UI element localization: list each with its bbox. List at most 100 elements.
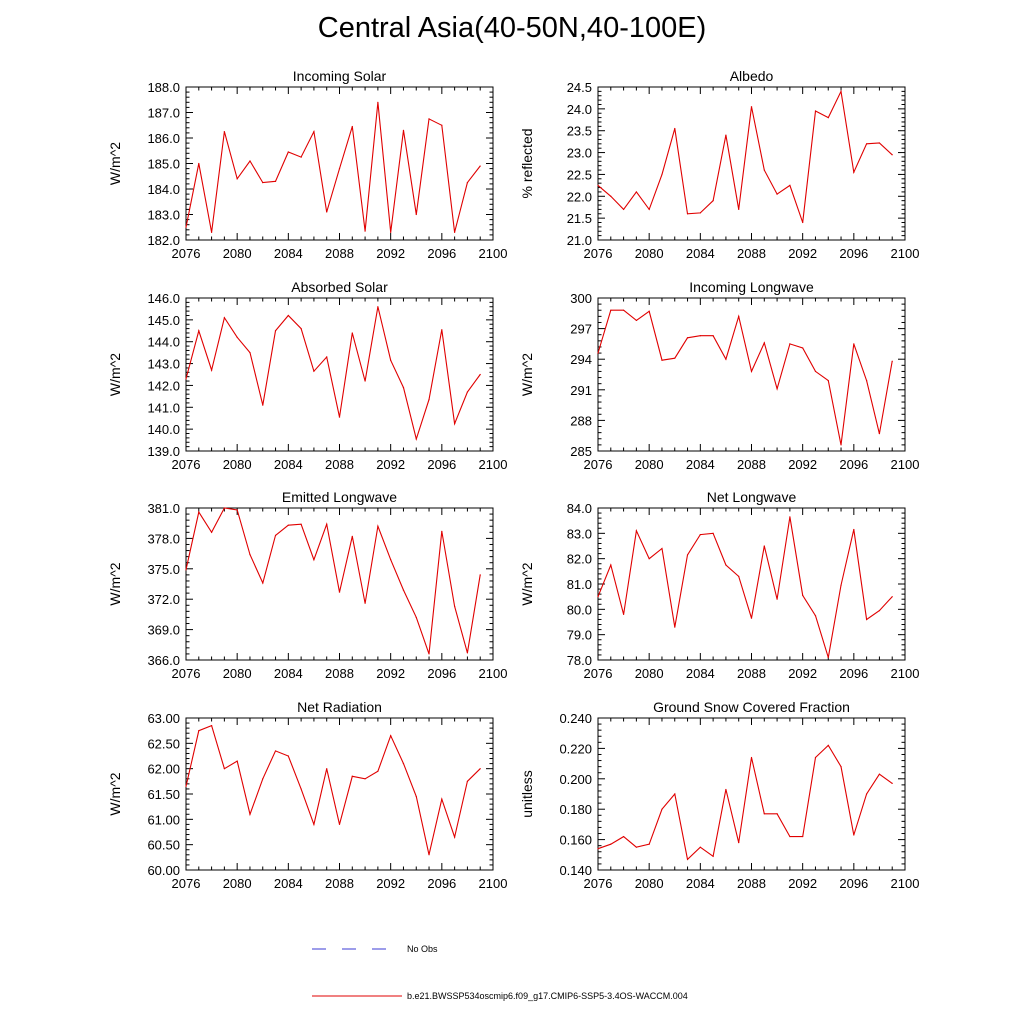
x-tick-label: 2084 xyxy=(274,876,303,891)
panel-title: Ground Snow Covered Fraction xyxy=(653,699,850,715)
x-tick-label: 2080 xyxy=(635,457,664,472)
data-point xyxy=(610,309,612,311)
x-tick-label: 2100 xyxy=(891,457,920,472)
x-tick-label: 2084 xyxy=(686,246,715,261)
data-point xyxy=(725,134,727,136)
y-tick-label: 24.0 xyxy=(567,102,592,117)
y-tick-label: 187.0 xyxy=(147,106,180,121)
y-tick-label: 185.0 xyxy=(147,157,180,172)
data-point xyxy=(210,725,213,727)
data-point xyxy=(840,90,842,92)
data-point xyxy=(249,554,251,556)
data-point xyxy=(338,823,341,826)
data-point xyxy=(712,335,714,337)
data-point xyxy=(210,369,213,371)
data-point xyxy=(236,178,238,180)
series-line xyxy=(597,744,893,861)
y-tick-label: 366.0 xyxy=(147,653,180,668)
data-point xyxy=(853,343,855,345)
data-point xyxy=(274,330,277,332)
x-tick-label: 2096 xyxy=(427,246,456,261)
data-point xyxy=(300,328,302,330)
x-tick-label: 2076 xyxy=(584,246,613,261)
data-point xyxy=(635,191,637,193)
data-point xyxy=(891,360,893,362)
x-tick-label: 2080 xyxy=(635,246,664,261)
y-axis-label: W/m^2 xyxy=(107,142,123,185)
data-point xyxy=(648,843,650,845)
panel-title: Albedo xyxy=(730,68,774,84)
data-point xyxy=(648,558,650,560)
data-point xyxy=(402,129,405,131)
data-point xyxy=(712,855,714,857)
data-point xyxy=(351,775,353,777)
y-tick-label: 61.00 xyxy=(147,812,180,827)
y-tick-label: 143.0 xyxy=(147,357,180,372)
data-point xyxy=(185,785,187,788)
panel-0: Incoming Solar W/m^2 2076 2080 2084 2088 2092 2… xyxy=(107,68,507,261)
data-point xyxy=(338,591,341,593)
data-point xyxy=(622,835,625,838)
y-tick-label: 78.0 xyxy=(567,653,592,668)
data-point xyxy=(776,598,778,600)
data-point xyxy=(313,823,315,826)
y-tick-label: 81.0 xyxy=(567,577,592,592)
panel-4: Emitted Longwave W/m^2 2076 2080 2084 2088 209… xyxy=(107,489,507,681)
data-point xyxy=(274,534,277,536)
data-point xyxy=(377,101,379,103)
plot-frame xyxy=(185,507,494,661)
x-tick-label: 2092 xyxy=(376,457,405,472)
data-point xyxy=(878,433,881,435)
x-tick-label: 2092 xyxy=(376,246,405,261)
panel-6: Net Radiation W/m^2 2076 2080 2084 2088 2092 20… xyxy=(107,699,507,891)
data-point xyxy=(622,309,625,311)
y-tick-label: 142.0 xyxy=(147,378,180,393)
panel-7: Ground Snow Covered Fraction unitless 2076… xyxy=(519,699,919,891)
plot-frame xyxy=(185,297,494,452)
x-tick-label: 2088 xyxy=(325,876,354,891)
data-point xyxy=(428,399,430,401)
data-point xyxy=(891,782,893,784)
data-point xyxy=(610,195,612,197)
y-tick-label: 24.5 xyxy=(567,80,592,95)
data-point xyxy=(738,315,740,317)
data-point xyxy=(262,404,264,406)
data-point xyxy=(750,106,753,108)
data-point xyxy=(428,854,430,856)
x-tick-label: 2076 xyxy=(172,666,201,681)
data-point xyxy=(814,615,817,617)
x-tick-label: 2100 xyxy=(891,246,920,261)
x-tick-label: 2088 xyxy=(737,457,766,472)
series-line xyxy=(597,516,893,658)
x-tick-label: 2088 xyxy=(325,457,354,472)
data-point xyxy=(313,370,315,372)
x-tick-label: 2100 xyxy=(479,666,508,681)
x-tick-label: 2084 xyxy=(686,457,715,472)
panel-title: Net Longwave xyxy=(707,489,797,505)
data-point xyxy=(699,212,701,214)
data-point xyxy=(415,616,417,619)
x-tick-label: 2076 xyxy=(172,246,201,261)
series-line xyxy=(185,306,481,442)
series-line xyxy=(597,89,893,223)
y-axis-label: W/m^2 xyxy=(519,353,535,396)
data-point xyxy=(763,813,765,815)
y-tick-label: 60.50 xyxy=(147,838,180,853)
data-point xyxy=(750,617,753,619)
data-point xyxy=(840,766,842,768)
data-point xyxy=(428,118,430,120)
data-point xyxy=(763,545,765,547)
y-tick-label: 62.00 xyxy=(147,762,180,777)
data-point xyxy=(249,352,251,354)
x-tick-label: 2076 xyxy=(584,457,613,472)
data-point xyxy=(661,547,663,550)
data-point xyxy=(622,613,625,616)
data-point xyxy=(262,778,264,780)
data-point xyxy=(866,618,868,621)
data-point xyxy=(262,582,264,584)
x-tick-label: 2092 xyxy=(376,666,405,681)
data-point xyxy=(198,511,200,513)
y-tick-label: 186.0 xyxy=(147,131,180,146)
data-point xyxy=(597,848,599,850)
